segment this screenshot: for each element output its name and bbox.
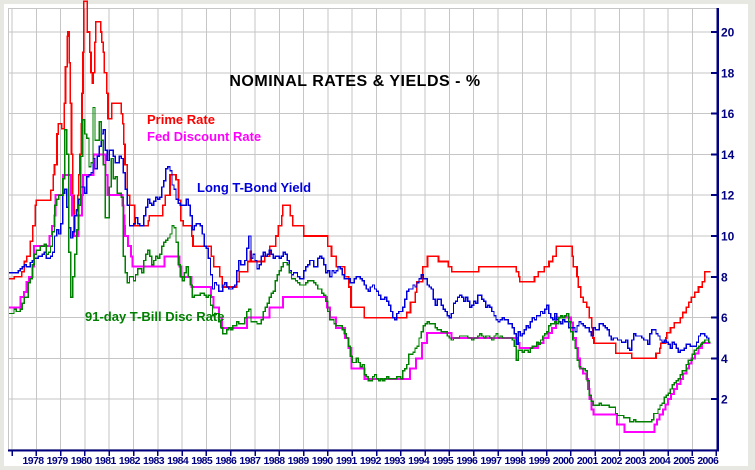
- year-label: 1996: [456, 455, 478, 467]
- year-label: 2000: [553, 455, 575, 467]
- 91-day-t-bill-disc-rate-line: [9, 106, 711, 423]
- legend-91day-tbill-disc-rate: 91-day T-Bill Disc Rate: [85, 309, 224, 324]
- year-label: 1985: [191, 455, 213, 467]
- value-label: 20: [721, 26, 735, 40]
- year-label: 2003: [625, 455, 647, 467]
- year-label: 1999: [529, 455, 551, 467]
- year-label: 1995: [432, 455, 454, 467]
- year-label: 2004: [649, 455, 671, 467]
- year-label: 1989: [288, 455, 310, 467]
- long-t-bond-yield-line: [9, 129, 711, 353]
- value-label: 14: [721, 148, 735, 162]
- year-label: 1984: [167, 455, 189, 467]
- year-label: 1986: [215, 455, 237, 467]
- value-label: 8: [721, 270, 728, 284]
- year-label: 1991: [336, 455, 358, 467]
- year-label: 2006: [697, 455, 719, 467]
- year-label: 1990: [312, 455, 334, 467]
- year-label: 1982: [119, 455, 141, 467]
- prime-rate-line: [9, 0, 711, 360]
- year-label: 1983: [143, 455, 165, 467]
- value-label: 6: [721, 311, 728, 325]
- y-axis-value-labels: 2 4 6 8 10 12 14 16 18 20: [721, 26, 735, 407]
- annotations: NOMINAL RATES & YIELDS - % Prime Rate Fe…: [85, 73, 480, 324]
- year-label: 1998: [505, 455, 527, 467]
- year-label: 1992: [360, 455, 382, 467]
- legend-prime-rate: Prime Rate: [147, 112, 215, 127]
- year-label: 1980: [71, 455, 93, 467]
- value-label: 10: [721, 230, 735, 244]
- year-label: 1979: [47, 455, 69, 467]
- year-label: 1997: [480, 455, 502, 467]
- x-axis-year-labels: 1978 1979 1980 1981 1982 1983 1984 1985 1986 1987…: [23, 455, 720, 467]
- legend-fed-discount-rate: Fed Discount Rate: [147, 129, 261, 144]
- chart-title: NOMINAL RATES & YIELDS - %: [229, 73, 480, 90]
- year-label: 2001: [577, 455, 599, 467]
- value-label: 12: [721, 189, 735, 203]
- value-label: 2: [721, 393, 728, 407]
- value-label: 18: [721, 66, 735, 80]
- gridlines: [8, 8, 718, 450]
- year-label: 1994: [408, 455, 430, 467]
- value-label: 16: [721, 107, 735, 121]
- value-label: 4: [721, 352, 728, 366]
- year-label: 2002: [601, 455, 623, 467]
- year-label: 1988: [264, 455, 286, 467]
- year-label: 1993: [384, 455, 406, 467]
- axes: [8, 8, 719, 456]
- series-lines: [9, 0, 711, 433]
- legend-long-tbond-yield: Long T-Bond Yield: [197, 180, 311, 195]
- year-label: 1981: [95, 455, 117, 467]
- year-label: 1978: [23, 455, 45, 467]
- year-label: 1987: [239, 455, 261, 467]
- year-label: 2005: [673, 455, 695, 467]
